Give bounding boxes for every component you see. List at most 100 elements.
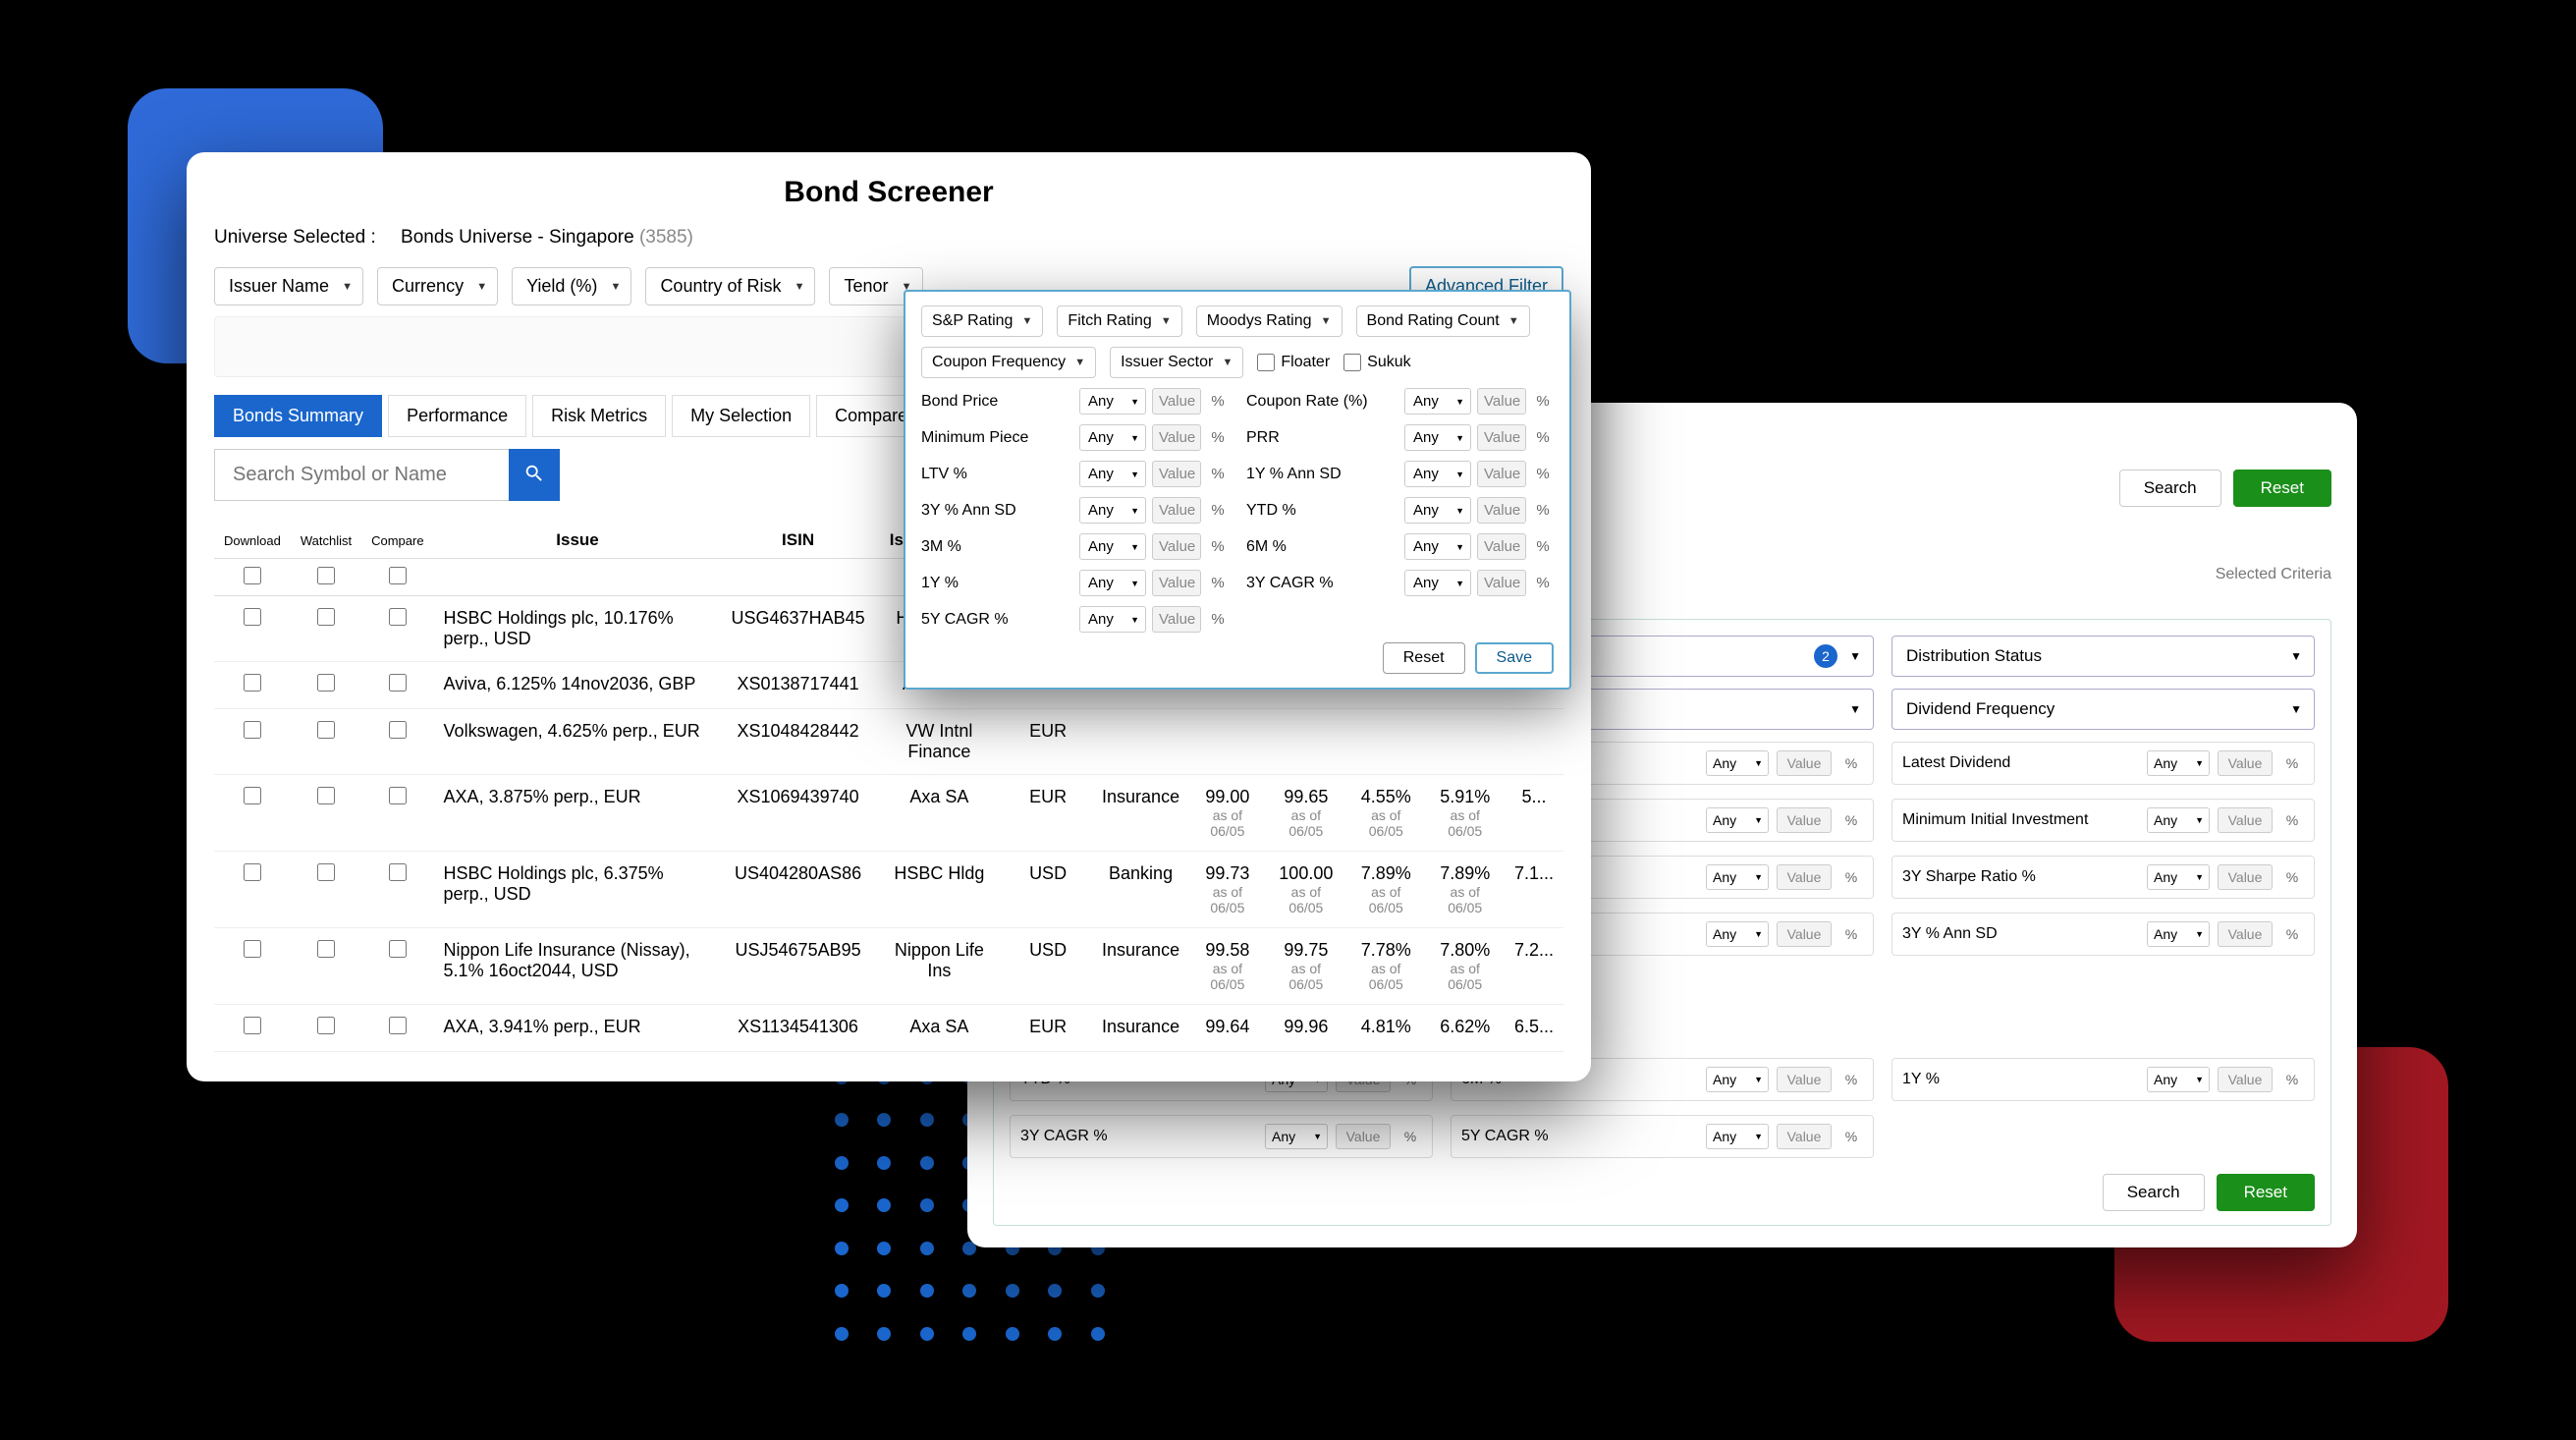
row-watchlist-checkbox[interactable] (317, 787, 335, 804)
adv-save-button[interactable]: Save (1475, 642, 1554, 674)
search-button[interactable] (509, 449, 560, 501)
adv-any-dropdown[interactable]: Any (1079, 461, 1146, 487)
filter-value-input[interactable]: Value (1777, 1124, 1832, 1149)
row-download-checkbox[interactable] (244, 787, 261, 804)
adv-dd-issuer-sector[interactable]: Issuer Sector (1110, 347, 1243, 378)
adv-dd-moodys-rating[interactable]: Moodys Rating (1196, 305, 1343, 337)
adv-value-input[interactable]: Value (1477, 570, 1526, 596)
adv-any-dropdown[interactable]: Any (1404, 461, 1471, 487)
adv-any-dropdown[interactable]: Any (1079, 388, 1146, 415)
header-checkbox-compare[interactable] (389, 567, 407, 584)
row-watchlist-checkbox[interactable] (317, 863, 335, 881)
filter-value-input[interactable]: Value (1777, 921, 1832, 947)
adv-value-input[interactable]: Value (1152, 570, 1201, 596)
adv-value-input[interactable]: Value (1477, 461, 1526, 487)
row-download-checkbox[interactable] (244, 721, 261, 739)
adv-dd-bond-rating-count[interactable]: Bond Rating Count (1356, 305, 1530, 337)
adv-value-input[interactable]: Value (1152, 424, 1201, 451)
filter-any-dropdown[interactable]: Any (2147, 864, 2210, 890)
adv-any-dropdown[interactable]: Any (1404, 533, 1471, 560)
row-watchlist-checkbox[interactable] (317, 608, 335, 626)
filter-any-dropdown[interactable]: Any (2147, 1067, 2210, 1092)
adv-any-dropdown[interactable]: Any (1079, 497, 1146, 524)
row-compare-checkbox[interactable] (389, 674, 407, 692)
filter-yield-[interactable]: Yield (%) (512, 267, 631, 305)
fund-reset-button-bottom[interactable]: Reset (2217, 1174, 2315, 1211)
adv-value-input[interactable]: Value (1477, 424, 1526, 451)
fund-select-dividend-frequency[interactable]: Dividend Frequency (1891, 689, 2315, 730)
tab-performance[interactable]: Performance (388, 395, 526, 437)
filter-any-dropdown[interactable]: Any (1706, 1067, 1769, 1092)
filter-country-of-risk[interactable]: Country of Risk (645, 267, 815, 305)
fund-reset-button-top[interactable]: Reset (2233, 470, 2331, 507)
filter-value-input[interactable]: Value (2218, 1067, 2273, 1092)
row-compare-checkbox[interactable] (389, 863, 407, 881)
adv-dd-s-p-rating[interactable]: S&P Rating (921, 305, 1043, 337)
filter-value-input[interactable]: Value (1777, 807, 1832, 833)
adv-reset-button[interactable]: Reset (1383, 642, 1465, 674)
filter-any-dropdown[interactable]: Any (2147, 807, 2210, 833)
row-download-checkbox[interactable] (244, 608, 261, 626)
adv-any-dropdown[interactable]: Any (1079, 606, 1146, 633)
row-compare-checkbox[interactable] (389, 721, 407, 739)
adv-value-input[interactable]: Value (1152, 461, 1201, 487)
row-download-checkbox[interactable] (244, 863, 261, 881)
fund-search-button-bottom[interactable]: Search (2103, 1174, 2205, 1211)
adv-any-dropdown[interactable]: Any (1404, 424, 1471, 451)
row-watchlist-checkbox[interactable] (317, 940, 335, 958)
filter-value-input[interactable]: Value (1777, 864, 1832, 890)
row-compare-checkbox[interactable] (389, 1017, 407, 1034)
adv-dd-coupon-frequency[interactable]: Coupon Frequency (921, 347, 1096, 378)
filter-any-dropdown[interactable]: Any (1706, 921, 1769, 947)
header-checkbox-download[interactable] (244, 567, 261, 584)
adv-any-dropdown[interactable]: Any (1404, 570, 1471, 596)
adv-any-dropdown[interactable]: Any (1079, 570, 1146, 596)
filter-value-input[interactable]: Value (2218, 750, 2273, 776)
fund-select-distribution-status[interactable]: Distribution Status (1891, 636, 2315, 677)
adv-chk-sukuk[interactable]: Sukuk (1343, 354, 1410, 371)
tab-risk-metrics[interactable]: Risk Metrics (532, 395, 666, 437)
adv-value-input[interactable]: Value (1477, 388, 1526, 415)
adv-dd-fitch-rating[interactable]: Fitch Rating (1057, 305, 1181, 337)
row-compare-checkbox[interactable] (389, 787, 407, 804)
tab-my-selection[interactable]: My Selection (672, 395, 810, 437)
adv-chk-floater[interactable]: Floater (1257, 354, 1330, 371)
filter-value-input[interactable]: Value (1336, 1124, 1391, 1149)
row-download-checkbox[interactable] (244, 1017, 261, 1034)
filter-value-input[interactable]: Value (2218, 864, 2273, 890)
filter-value-input[interactable]: Value (2218, 807, 2273, 833)
adv-value-input[interactable]: Value (1477, 533, 1526, 560)
filter-value-input[interactable]: Value (1777, 1067, 1832, 1092)
adv-value-input[interactable]: Value (1477, 497, 1526, 524)
filter-any-dropdown[interactable]: Any (1706, 750, 1769, 776)
filter-any-dropdown[interactable]: Any (1706, 864, 1769, 890)
row-compare-checkbox[interactable] (389, 608, 407, 626)
row-download-checkbox[interactable] (244, 674, 261, 692)
filter-any-dropdown[interactable]: Any (2147, 921, 2210, 947)
adv-value-input[interactable]: Value (1152, 533, 1201, 560)
adv-value-input[interactable]: Value (1152, 606, 1201, 633)
row-watchlist-checkbox[interactable] (317, 721, 335, 739)
filter-value-input[interactable]: Value (1777, 750, 1832, 776)
adv-any-dropdown[interactable]: Any (1404, 388, 1471, 415)
adv-value-input[interactable]: Value (1152, 497, 1201, 524)
header-checkbox-watchlist[interactable] (317, 567, 335, 584)
search-input[interactable] (214, 449, 509, 501)
adv-any-dropdown[interactable]: Any (1404, 497, 1471, 524)
row-watchlist-checkbox[interactable] (317, 1017, 335, 1034)
row-watchlist-checkbox[interactable] (317, 674, 335, 692)
filter-currency[interactable]: Currency (377, 267, 498, 305)
adv-any-dropdown[interactable]: Any (1079, 424, 1146, 451)
filter-any-dropdown[interactable]: Any (1706, 1124, 1769, 1149)
adv-any-dropdown[interactable]: Any (1079, 533, 1146, 560)
filter-any-dropdown[interactable]: Any (2147, 750, 2210, 776)
row-download-checkbox[interactable] (244, 940, 261, 958)
row-compare-checkbox[interactable] (389, 940, 407, 958)
filter-issuer-name[interactable]: Issuer Name (214, 267, 363, 305)
tab-bonds-summary[interactable]: Bonds Summary (214, 395, 382, 437)
fund-search-button[interactable]: Search (2119, 470, 2221, 507)
filter-any-dropdown[interactable]: Any (1265, 1124, 1328, 1149)
adv-value-input[interactable]: Value (1152, 388, 1201, 415)
filter-value-input[interactable]: Value (2218, 921, 2273, 947)
filter-any-dropdown[interactable]: Any (1706, 807, 1769, 833)
